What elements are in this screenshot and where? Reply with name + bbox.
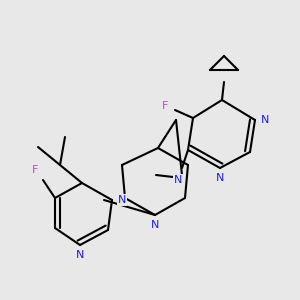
Text: N: N [261, 115, 269, 125]
Text: F: F [32, 165, 38, 175]
Text: N: N [216, 173, 224, 183]
Text: N: N [118, 195, 126, 205]
Text: N: N [151, 220, 159, 230]
Text: N: N [174, 175, 182, 185]
Text: N: N [76, 250, 84, 260]
Text: F: F [162, 101, 168, 111]
